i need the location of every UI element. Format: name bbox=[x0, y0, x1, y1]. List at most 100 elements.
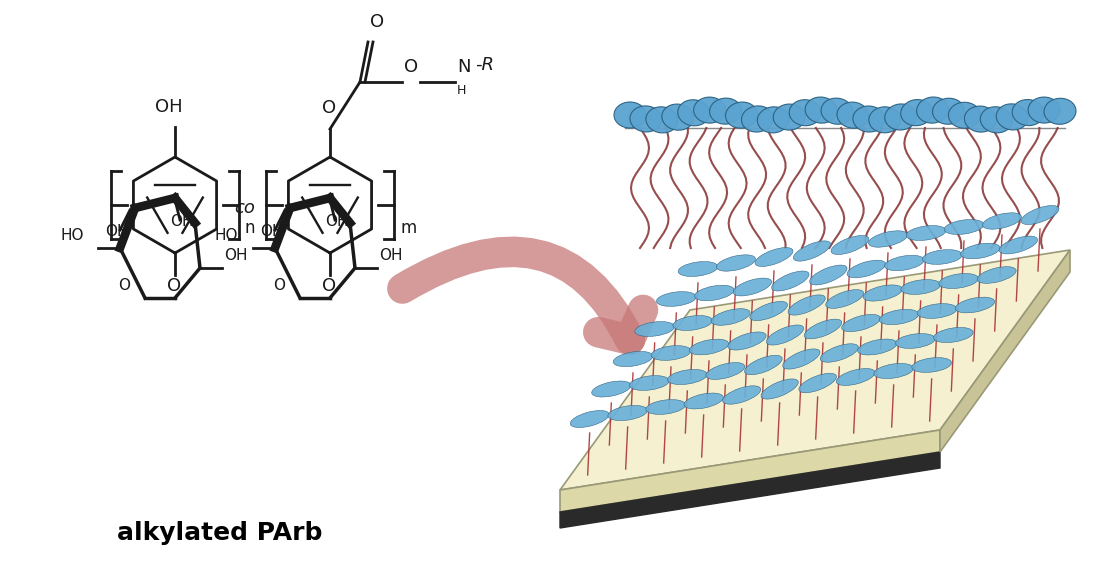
Ellipse shape bbox=[841, 314, 881, 332]
Ellipse shape bbox=[980, 107, 1012, 133]
Ellipse shape bbox=[997, 104, 1028, 130]
Text: O: O bbox=[167, 277, 182, 295]
Ellipse shape bbox=[651, 346, 691, 361]
Ellipse shape bbox=[977, 267, 1016, 283]
Ellipse shape bbox=[900, 100, 932, 126]
Ellipse shape bbox=[722, 386, 760, 404]
Ellipse shape bbox=[635, 321, 675, 336]
Text: m: m bbox=[400, 219, 416, 237]
Ellipse shape bbox=[863, 285, 903, 301]
Ellipse shape bbox=[880, 309, 919, 325]
Ellipse shape bbox=[710, 98, 742, 124]
Ellipse shape bbox=[874, 363, 913, 378]
Ellipse shape bbox=[766, 325, 804, 345]
Ellipse shape bbox=[917, 97, 948, 123]
Ellipse shape bbox=[965, 106, 997, 132]
Ellipse shape bbox=[749, 301, 788, 321]
Text: O: O bbox=[274, 278, 286, 293]
Ellipse shape bbox=[629, 376, 670, 391]
Ellipse shape bbox=[570, 411, 609, 427]
Ellipse shape bbox=[706, 362, 745, 380]
Ellipse shape bbox=[757, 107, 789, 133]
Ellipse shape bbox=[917, 304, 957, 319]
Ellipse shape bbox=[944, 219, 984, 234]
Ellipse shape bbox=[733, 278, 771, 296]
Ellipse shape bbox=[695, 285, 734, 301]
Ellipse shape bbox=[614, 351, 653, 366]
Ellipse shape bbox=[869, 107, 900, 133]
Ellipse shape bbox=[677, 100, 710, 126]
Text: OH: OH bbox=[155, 98, 183, 116]
Ellipse shape bbox=[1044, 98, 1076, 124]
Ellipse shape bbox=[933, 328, 974, 343]
Ellipse shape bbox=[662, 104, 694, 130]
Polygon shape bbox=[940, 250, 1070, 452]
Ellipse shape bbox=[826, 290, 863, 308]
Text: HO: HO bbox=[216, 228, 238, 243]
Ellipse shape bbox=[608, 406, 648, 420]
Ellipse shape bbox=[932, 98, 965, 124]
Ellipse shape bbox=[837, 102, 869, 128]
Ellipse shape bbox=[711, 309, 750, 325]
Text: O: O bbox=[322, 277, 336, 295]
Ellipse shape bbox=[885, 255, 924, 271]
Text: co: co bbox=[234, 199, 255, 217]
Polygon shape bbox=[560, 430, 940, 512]
Ellipse shape bbox=[911, 358, 952, 373]
Text: -R: -R bbox=[475, 56, 494, 74]
Ellipse shape bbox=[689, 339, 729, 355]
Ellipse shape bbox=[847, 260, 886, 278]
Ellipse shape bbox=[656, 291, 696, 306]
Ellipse shape bbox=[820, 344, 859, 362]
Ellipse shape bbox=[745, 355, 782, 375]
Text: OH: OH bbox=[260, 224, 283, 239]
Ellipse shape bbox=[869, 231, 908, 247]
Ellipse shape bbox=[694, 97, 725, 123]
Ellipse shape bbox=[831, 236, 869, 255]
Ellipse shape bbox=[804, 319, 841, 339]
Ellipse shape bbox=[1028, 97, 1060, 123]
Ellipse shape bbox=[836, 369, 875, 385]
Ellipse shape bbox=[678, 262, 718, 276]
Ellipse shape bbox=[645, 107, 678, 133]
FancyArrowPatch shape bbox=[403, 252, 643, 340]
Ellipse shape bbox=[896, 334, 935, 348]
Ellipse shape bbox=[853, 106, 885, 132]
Text: N: N bbox=[457, 58, 470, 76]
Ellipse shape bbox=[761, 379, 799, 399]
Ellipse shape bbox=[725, 102, 757, 128]
Text: n: n bbox=[245, 219, 256, 237]
Polygon shape bbox=[560, 452, 940, 528]
Ellipse shape bbox=[1012, 100, 1044, 126]
Ellipse shape bbox=[684, 393, 723, 409]
Ellipse shape bbox=[667, 369, 707, 385]
Ellipse shape bbox=[799, 373, 837, 393]
Text: OH: OH bbox=[379, 248, 403, 263]
Ellipse shape bbox=[673, 316, 712, 331]
Ellipse shape bbox=[906, 226, 946, 240]
Text: OH: OH bbox=[325, 214, 349, 229]
Ellipse shape bbox=[999, 236, 1037, 254]
Text: H: H bbox=[457, 84, 466, 97]
Ellipse shape bbox=[793, 241, 830, 261]
Ellipse shape bbox=[810, 265, 847, 285]
Ellipse shape bbox=[645, 400, 686, 414]
Text: O: O bbox=[370, 13, 384, 31]
Ellipse shape bbox=[922, 249, 963, 264]
Ellipse shape bbox=[788, 295, 825, 315]
Ellipse shape bbox=[630, 106, 662, 132]
Ellipse shape bbox=[955, 297, 994, 313]
Ellipse shape bbox=[822, 98, 853, 124]
Text: OH: OH bbox=[170, 214, 194, 229]
Ellipse shape bbox=[614, 102, 645, 128]
Ellipse shape bbox=[728, 332, 766, 350]
Text: O: O bbox=[322, 99, 336, 117]
Text: O: O bbox=[118, 278, 130, 293]
Text: O: O bbox=[404, 58, 418, 76]
Ellipse shape bbox=[885, 104, 917, 130]
Text: HO: HO bbox=[60, 228, 83, 243]
Ellipse shape bbox=[805, 97, 837, 123]
Ellipse shape bbox=[1021, 206, 1059, 225]
Ellipse shape bbox=[773, 104, 805, 130]
Ellipse shape bbox=[948, 103, 980, 128]
